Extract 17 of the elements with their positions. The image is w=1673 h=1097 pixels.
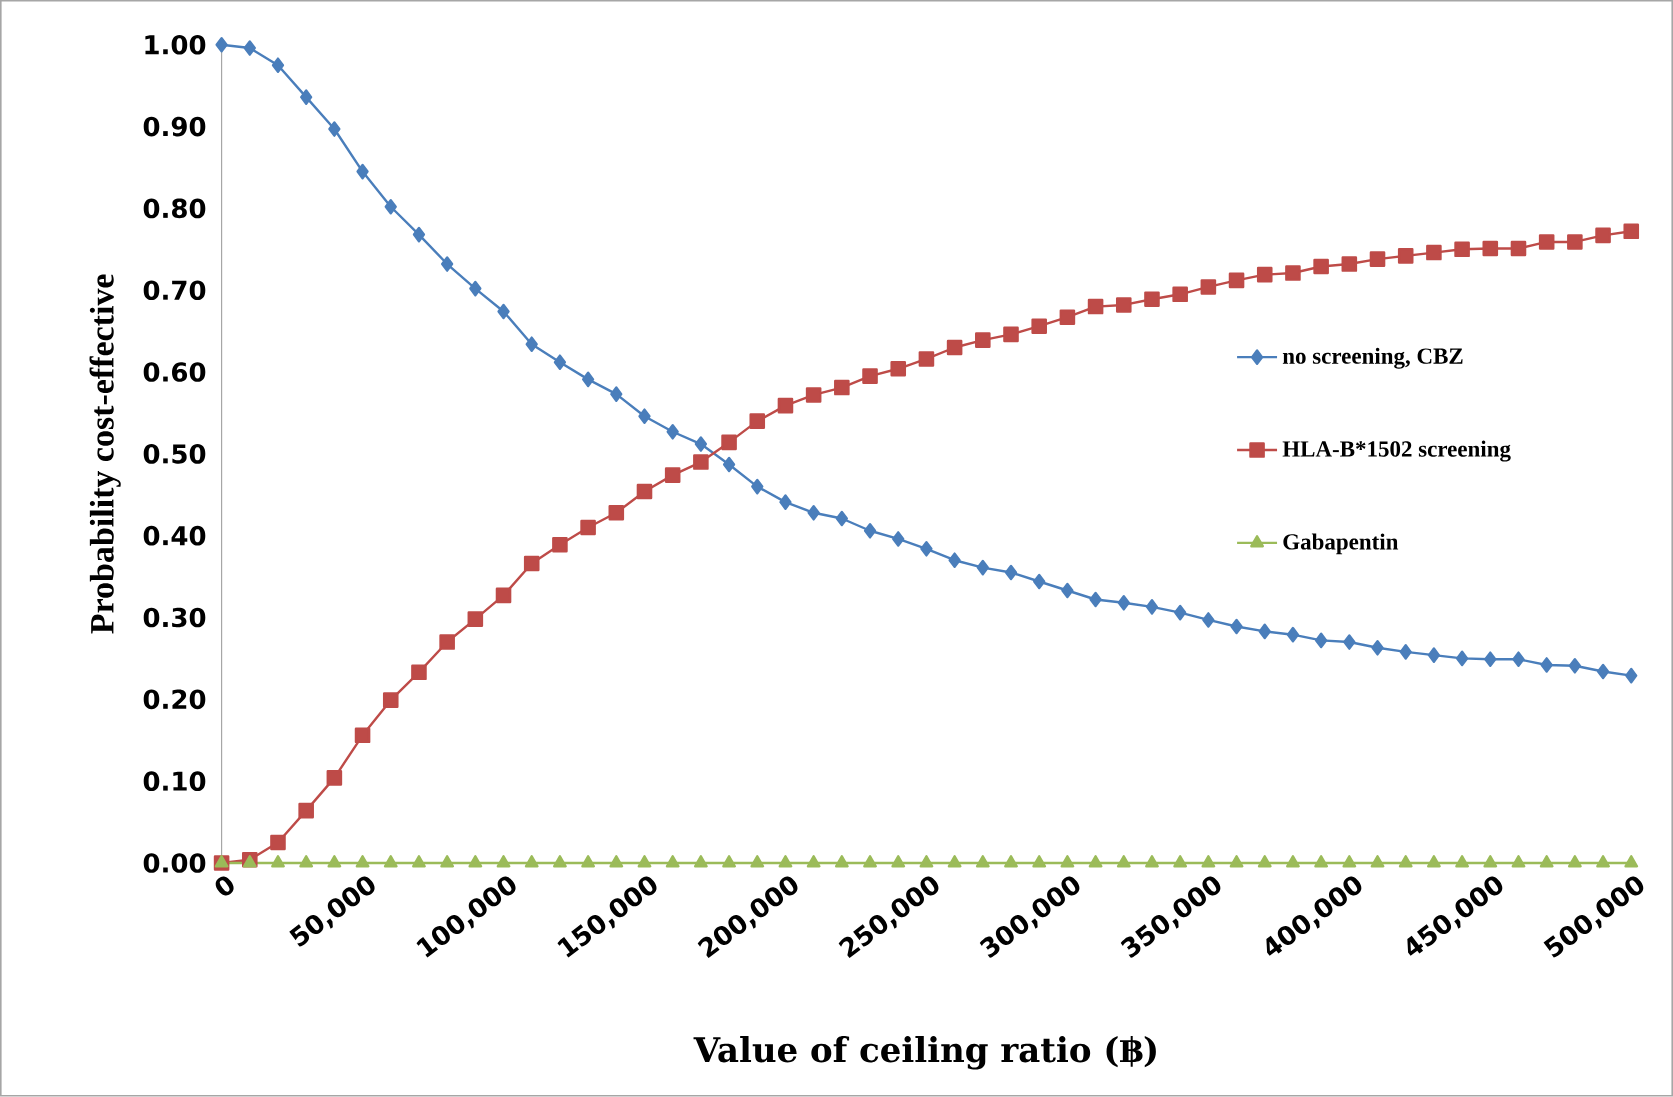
y-tick-label: 0.90 [143, 116, 206, 137]
y-tick-label: 1.00 [145, 35, 206, 55]
y-axis-title: Probability cost-effective [89, 274, 121, 634]
y-tick-label: 0.60 [143, 362, 206, 383]
y-tick-label: 0.40 [143, 526, 206, 546]
y-tick-label: 0.20 [143, 689, 206, 710]
y-tick-label: 0.30 [143, 607, 206, 628]
x-tick-label: 0 [215, 876, 234, 896]
y-tick-label: 0.50 [143, 444, 206, 464]
y-tick-label: 0.10 [143, 771, 206, 792]
legend-label: Gabapentin [1283, 533, 1399, 555]
y-tick-label: 0.80 [143, 198, 206, 219]
y-tick-label: 0.70 [143, 280, 206, 301]
legend-label: no screening, CBZ [1282, 347, 1463, 369]
y-tick-label: 0.00 [143, 853, 206, 874]
legend-label: HLA-B*1502 screening [1282, 440, 1511, 462]
x-axis-title: Value of ceiling ratio (฿) [693, 1036, 1156, 1070]
